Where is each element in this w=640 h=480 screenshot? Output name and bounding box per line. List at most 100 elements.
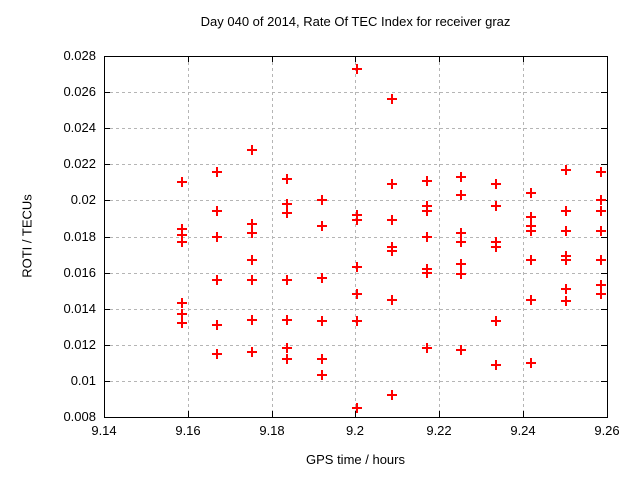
data-point-marker [422,343,432,353]
data-point-marker [282,174,292,184]
data-point-marker [387,390,397,400]
data-point-marker [247,228,257,238]
data-point-marker [212,206,222,216]
data-point-marker [247,347,257,357]
data-point-marker [317,354,327,364]
data-point-marker [526,255,536,265]
data-point-marker [561,206,571,216]
x-tick-label: 9.26 [594,423,620,438]
data-point-marker [247,255,257,265]
data-point-marker [526,295,536,305]
data-point-marker [177,298,187,308]
data-point-marker [596,195,606,205]
x-tick-label: 9.18 [259,423,285,438]
y-tick-label: 0.012 [63,337,96,352]
data-point-marker [352,289,362,299]
data-point-marker [596,255,606,265]
data-point-marker [282,354,292,364]
data-point-marker [422,268,432,278]
data-point-marker [247,275,257,285]
data-point-marker [561,284,571,294]
data-point-marker [317,370,327,380]
x-tick-label: 9.16 [175,423,201,438]
y-tick-label: 0.022 [63,156,96,171]
data-point-marker [526,212,536,222]
y-tick-label: 0.026 [63,84,96,99]
data-point-marker [422,232,432,242]
data-point-marker [282,208,292,218]
data-point-marker [282,199,292,209]
y-tick-label: 0.024 [63,120,96,135]
data-point-marker [352,262,362,272]
data-point-marker [456,228,466,238]
data-point-marker [561,296,571,306]
y-tick-label: 0.028 [63,48,96,63]
data-point-marker [491,179,501,189]
data-point-marker [456,259,466,269]
data-point-marker [526,188,536,198]
x-tick-label: 9.24 [510,423,536,438]
data-point-marker [247,315,257,325]
data-point-marker [212,232,222,242]
data-point-marker [456,172,466,182]
data-point-marker [352,403,362,413]
data-point-marker [561,255,571,265]
data-point-marker [317,316,327,326]
x-tick-label: 9.2 [345,423,365,438]
data-point-marker [352,316,362,326]
y-tick-label: 0.014 [63,301,96,316]
data-point-marker [317,273,327,283]
data-point-marker [422,176,432,186]
data-point-marker [526,226,536,236]
y-tick-label: 0.018 [63,229,96,244]
data-point-marker [387,179,397,189]
data-point-marker [491,242,501,252]
data-point-marker [456,269,466,279]
data-point-marker [422,206,432,216]
data-point-marker [387,295,397,305]
data-point-marker [282,315,292,325]
data-point-marker [491,316,501,326]
data-point-marker [387,94,397,104]
chart-title: Day 040 of 2014, Rate Of TEC Index for r… [200,14,511,29]
data-point-marker [177,309,187,319]
data-point-marker [491,360,501,370]
data-point-marker [247,219,257,229]
y-tick-label: 0.016 [63,265,96,280]
data-point-marker [596,280,606,290]
data-point-marker [317,195,327,205]
y-tick-label: 0.01 [70,373,96,388]
data-point-marker [561,226,571,236]
data-point-marker [212,349,222,359]
data-point-marker [212,275,222,285]
data-point-marker [526,358,536,368]
data-point-marker [596,289,606,299]
data-point-marker [596,226,606,236]
y-tick-label: 0.008 [63,409,96,424]
y-tick-label: 0.02 [70,192,96,207]
data-point-marker [247,145,257,155]
data-point-marker [282,343,292,353]
data-point-marker [456,237,466,247]
data-point-marker [491,201,501,211]
x-axis-title: GPS time / hours [306,452,405,467]
data-point-marker [212,320,222,330]
data-point-marker [456,190,466,200]
data-point-marker [456,345,466,355]
data-point-marker [561,165,571,175]
x-tick-label: 9.14 [91,423,117,438]
data-point-marker [387,215,397,225]
data-point-marker [596,206,606,216]
data-point-marker [387,246,397,256]
data-point-marker [352,64,362,74]
data-point-marker [282,275,292,285]
data-point-marker [596,167,606,177]
data-point-marker [352,215,362,225]
data-point-marker [212,167,222,177]
data-point-marker [177,177,187,187]
data-point-marker [177,237,187,247]
data-point-marker [317,221,327,231]
data-point-marker [177,318,187,328]
